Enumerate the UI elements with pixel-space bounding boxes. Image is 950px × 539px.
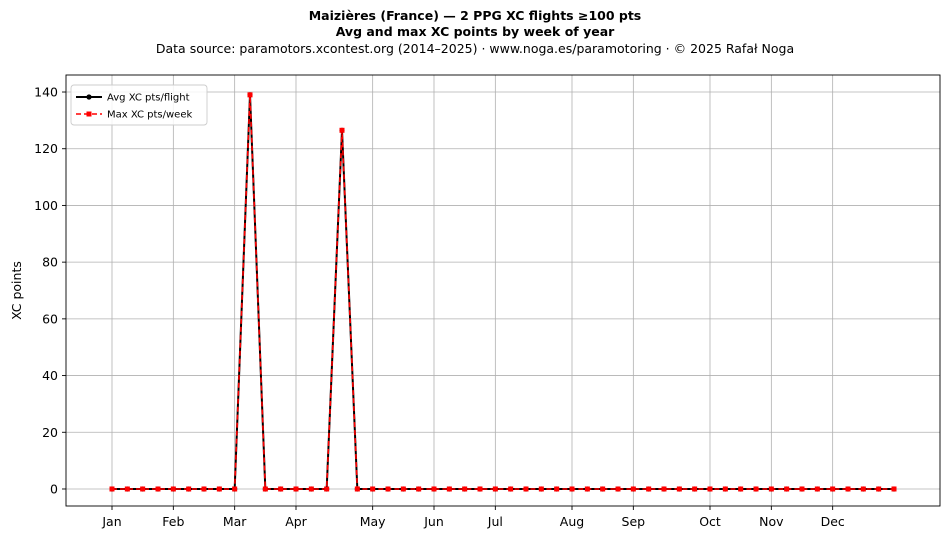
x-tick-label: Dec [821, 514, 845, 529]
data-point-max [569, 486, 575, 492]
chart-header: Maizières (France) — 2 PPG XC flights ≥1… [0, 8, 950, 58]
data-point-max [753, 486, 759, 492]
data-point-max [600, 486, 606, 492]
data-point-max [462, 486, 468, 492]
x-tick-label: Apr [285, 514, 307, 529]
x-tick-label: Sep [622, 514, 646, 529]
data-point-max [661, 486, 667, 492]
series-line-max [112, 94, 894, 490]
data-point-max [400, 486, 406, 492]
plot-frame [65, 74, 941, 507]
data-point-max [446, 486, 452, 492]
chart-title: Maizières (France) — 2 PPG XC flights ≥1… [308, 8, 642, 23]
y-axis-label: XC points [9, 261, 24, 320]
data-point-max [262, 486, 268, 492]
data-point-max [170, 486, 176, 492]
data-point-max [247, 92, 253, 98]
y-tick-label: 80 [42, 255, 58, 270]
legend-label-max: Max XC pts/week [107, 110, 192, 121]
data-point-max [477, 486, 483, 492]
legend-box [70, 84, 208, 126]
data-point-max [339, 127, 345, 133]
x-tick-label: Oct [699, 514, 721, 529]
data-point-max [416, 486, 422, 492]
data-point-max [354, 486, 360, 492]
x-tick-label: Mar [223, 514, 247, 529]
data-point-max [814, 486, 820, 492]
y-tick-label: 140 [34, 85, 58, 100]
series-markers-avg [109, 92, 897, 492]
series-markers-max [109, 92, 897, 492]
data-point-max [799, 486, 805, 492]
data-point-max [201, 486, 207, 492]
x-tick-label: Feb [162, 514, 184, 529]
data-point-max [676, 486, 682, 492]
data-point-max [293, 486, 299, 492]
data-point-max [308, 486, 314, 492]
data-point-max [216, 486, 222, 492]
data-point-max [523, 486, 529, 492]
legend-marker-max [86, 111, 92, 117]
data-point-max [707, 486, 713, 492]
data-point-max [768, 486, 774, 492]
data-point-max [830, 486, 836, 492]
chart-source: Data source: paramotors.xcontest.org (20… [155, 41, 795, 56]
x-tick-label: Nov [759, 514, 784, 529]
data-point-max [860, 486, 866, 492]
legend-marker-avg [86, 94, 92, 100]
data-point-max [738, 486, 744, 492]
data-point-max [492, 486, 498, 492]
data-point-max [431, 486, 437, 492]
data-point-max [784, 486, 790, 492]
y-tick-label: 0 [50, 481, 58, 496]
data-point-max [278, 486, 284, 492]
data-point-max [232, 486, 238, 492]
data-point-max [370, 486, 376, 492]
y-tick-label: 20 [42, 425, 58, 440]
data-point-max [584, 486, 590, 492]
y-tick-label: 100 [34, 198, 58, 213]
data-point-max [155, 486, 161, 492]
grid-lines [66, 75, 940, 506]
x-tick-label: May [360, 514, 386, 529]
x-tick-label: Jun [423, 514, 444, 529]
data-point-max [891, 486, 897, 492]
data-point-max [692, 486, 698, 492]
x-tick-label: Jul [487, 514, 503, 529]
data-point-max [876, 486, 882, 492]
legend-label-avg: Avg XC pts/flight [107, 93, 190, 104]
data-point-max [140, 486, 146, 492]
series-line-avg [112, 93, 894, 490]
data-point-max [845, 486, 851, 492]
data-point-max [109, 486, 115, 492]
data-point-max [554, 486, 560, 492]
data-point-max [615, 486, 621, 492]
data-point-max [124, 486, 130, 492]
x-tick-label: Aug [560, 514, 584, 529]
y-tick-label: 40 [42, 368, 58, 383]
data-point-max [324, 486, 330, 492]
data-point-max [385, 486, 391, 492]
data-point-max [186, 486, 192, 492]
legend: Avg XC pts/flight Max XC pts/week [70, 84, 208, 126]
y-tick-label: 60 [42, 311, 58, 326]
data-point-max [538, 486, 544, 492]
chart-subtitle: Avg and max XC points by week of year [335, 24, 615, 39]
data-point-max [722, 486, 728, 492]
data-point-max [630, 486, 636, 492]
x-tick-label: Jan [101, 514, 121, 529]
data-point-max [646, 486, 652, 492]
data-point-max [508, 486, 514, 492]
y-tick-label: 120 [34, 141, 58, 156]
